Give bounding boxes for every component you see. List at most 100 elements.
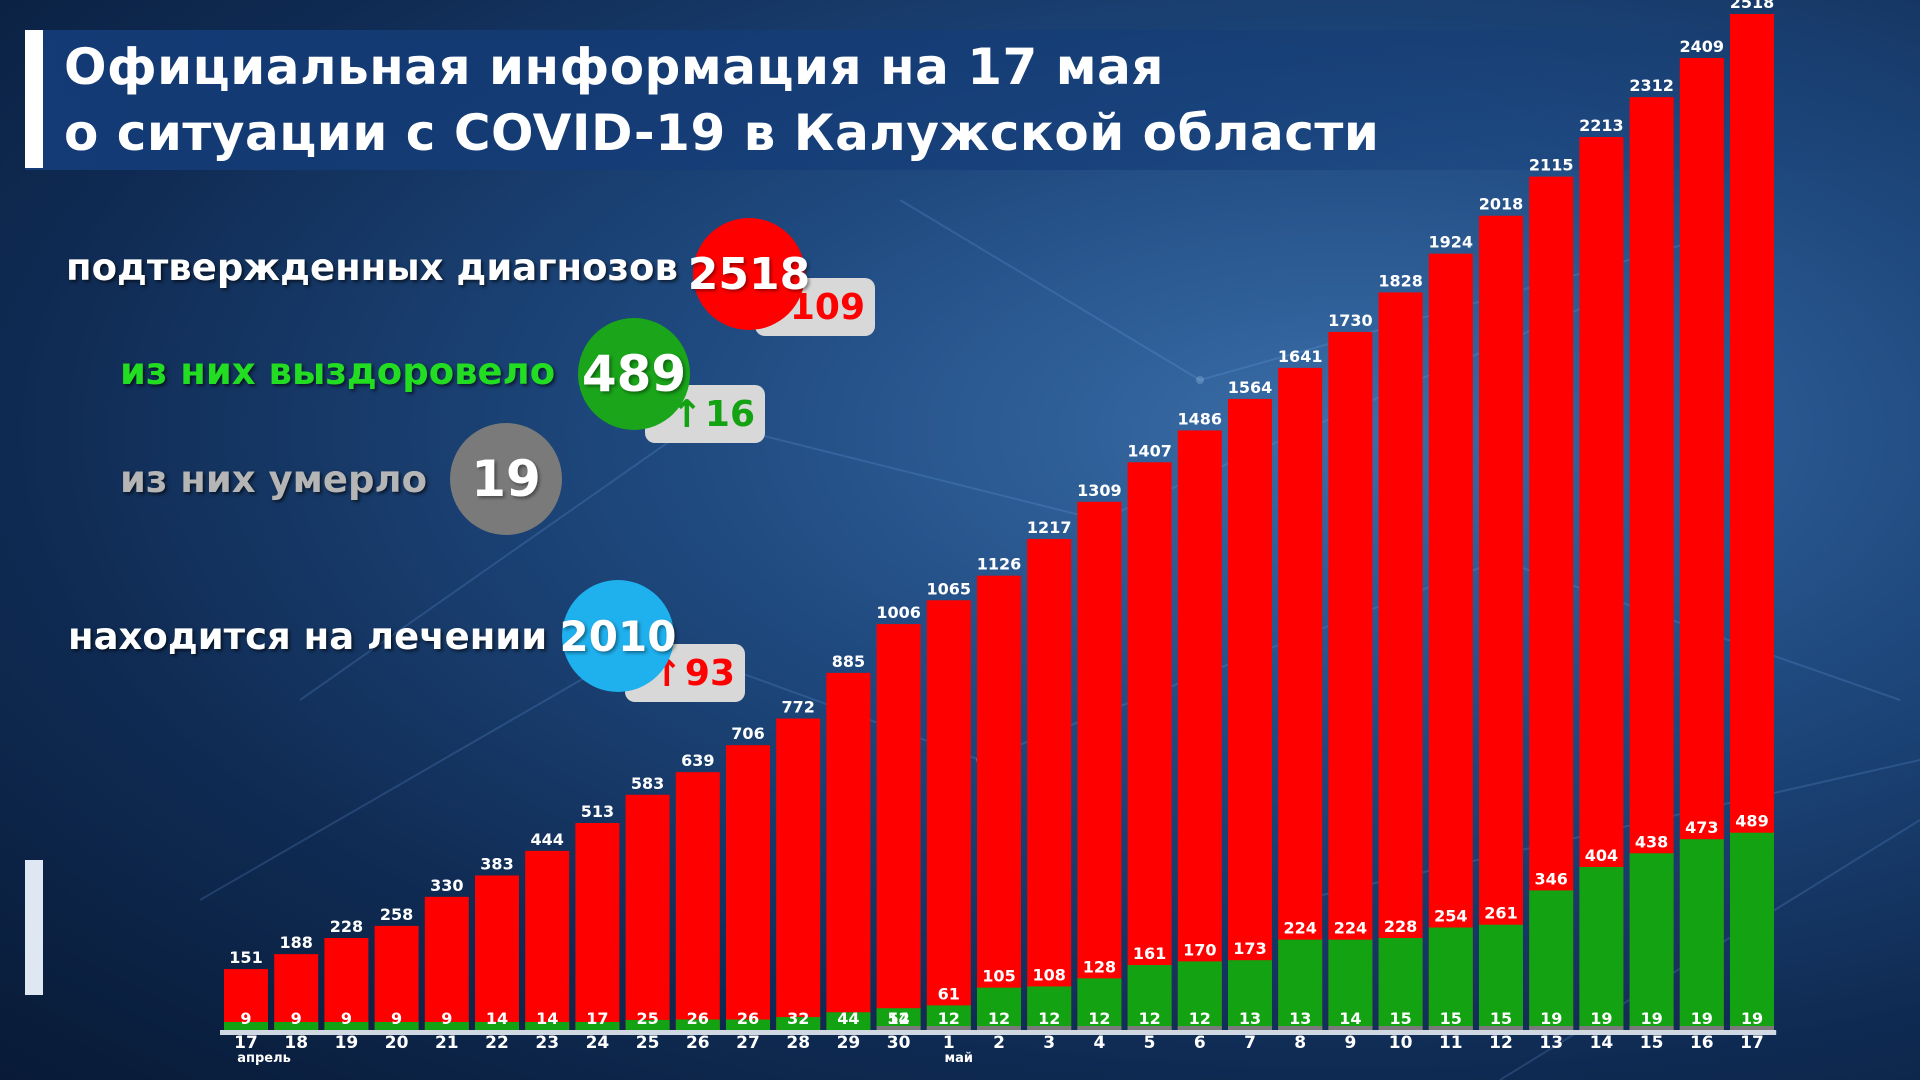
bar-died [1479, 1026, 1523, 1030]
label-died: 12 [938, 1009, 960, 1028]
label-recovered: 224 [1334, 919, 1367, 938]
bar-recovered [1077, 978, 1122, 1030]
label-recovered: 9 [341, 1009, 352, 1028]
x-tick-label: 8 [1294, 1033, 1306, 1053]
died-circle: 19 [450, 423, 562, 535]
bar-confirmed [1479, 215, 1523, 1030]
left-accent-bar [25, 860, 43, 995]
x-tick-label: 19 [335, 1033, 359, 1053]
bar-confirmed [1328, 331, 1373, 1030]
bar-recovered [274, 1022, 319, 1030]
x-tick-label: 14 [1590, 1033, 1614, 1053]
bar-died [1278, 1026, 1323, 1030]
bar-confirmed [374, 925, 419, 1030]
label-recovered: 128 [1083, 957, 1116, 976]
label-recovered: 438 [1635, 832, 1668, 851]
label-recovered: 105 [982, 967, 1015, 986]
x-tick-label: 2 [993, 1033, 1005, 1053]
label-confirmed: 1217 [1027, 518, 1072, 537]
label-confirmed: 706 [731, 724, 764, 743]
label-died: 19 [1741, 1009, 1763, 1028]
label-died: 15 [1389, 1009, 1411, 1028]
bar-confirmed [977, 575, 1021, 1030]
bar-confirmed [224, 969, 268, 1030]
bar-recovered [826, 1012, 871, 1030]
label-confirmed: 2409 [1680, 37, 1725, 56]
label-died: 12 [1189, 1009, 1211, 1028]
x-tick-label: 7 [1244, 1033, 1256, 1053]
bar-died [1428, 1026, 1473, 1030]
died-label: из них умерло [120, 458, 428, 501]
x-tick-label: 22 [485, 1033, 509, 1053]
label-confirmed: 1730 [1328, 311, 1373, 330]
x-tick-label: 11 [1439, 1033, 1463, 1053]
x-axis-line [220, 1030, 1777, 1035]
label-confirmed: 228 [330, 917, 363, 936]
bar-died [1027, 1026, 1072, 1030]
label-recovered: 404 [1585, 846, 1618, 865]
label-confirmed: 151 [229, 948, 262, 967]
bar-recovered [1529, 890, 1574, 1030]
label-died: 19 [1590, 1009, 1612, 1028]
bar-recovered [1328, 939, 1373, 1030]
label-confirmed: 1641 [1278, 347, 1323, 366]
bar-recovered [1730, 832, 1774, 1030]
bar-recovered [1177, 961, 1222, 1030]
x-tick-label: 20 [385, 1033, 409, 1053]
bar-recovered [1679, 839, 1724, 1030]
bar-recovered [424, 1022, 469, 1030]
label-died: 14 [1339, 1009, 1361, 1028]
bar-recovered [1428, 927, 1473, 1030]
label-died: 15 [1490, 1009, 1512, 1028]
label-recovered: 108 [1032, 965, 1065, 984]
label-recovered: 17 [586, 1009, 608, 1028]
label-died: 12 [887, 1009, 909, 1028]
label-recovered: 54 [887, 1009, 909, 1028]
label-died: 15 [1440, 1009, 1462, 1028]
treatment-label: находится на лечении [68, 615, 548, 658]
bar-died [1077, 1026, 1122, 1030]
label-confirmed: 188 [279, 933, 312, 952]
label-recovered: 346 [1534, 869, 1567, 888]
bar-recovered [525, 1022, 570, 1030]
bar-confirmed [475, 875, 519, 1030]
x-tick-label: 10 [1389, 1033, 1413, 1053]
bar-died [977, 1026, 1021, 1030]
treatment-delta: ↑ 93 [625, 644, 745, 702]
x-tick-label: 16 [1690, 1033, 1714, 1053]
recovered-label: из них выздоровело [120, 350, 556, 393]
bar-recovered [1127, 965, 1172, 1030]
recovered-circle: 489 [578, 318, 690, 430]
label-died: 12 [988, 1009, 1010, 1028]
x-tick-label: 4 [1093, 1033, 1105, 1053]
bar-recovered [726, 1019, 770, 1030]
x-tick-label: 17 [1740, 1033, 1764, 1053]
label-recovered: 32 [787, 1009, 809, 1028]
x-tick-label: 23 [535, 1033, 559, 1053]
bar-confirmed [525, 850, 570, 1030]
bar-confirmed [726, 745, 770, 1030]
bar-recovered [625, 1019, 670, 1030]
x-tick-label: 1 [943, 1033, 955, 1053]
label-recovered: 25 [636, 1009, 658, 1028]
treatment-circle: 2010 [560, 580, 676, 692]
label-recovered: 254 [1434, 907, 1467, 926]
x-tick-label: 21 [435, 1033, 459, 1053]
bar-died [1579, 1026, 1624, 1030]
bar-confirmed [776, 718, 821, 1030]
bar-recovered [1579, 866, 1624, 1030]
bar-confirmed [1228, 398, 1272, 1030]
label-confirmed: 1564 [1228, 378, 1273, 397]
bar-died [1529, 1026, 1574, 1030]
bar-died [876, 1026, 921, 1030]
bar-confirmed [1027, 538, 1072, 1030]
bar-confirmed [324, 938, 369, 1030]
label-confirmed: 2213 [1579, 116, 1624, 135]
label-confirmed: 1924 [1429, 233, 1474, 252]
x-tick-label: 26 [686, 1033, 710, 1053]
x-tick-label: 17 [234, 1033, 258, 1053]
label-confirmed: 2115 [1529, 156, 1574, 175]
label-recovered: 489 [1735, 812, 1768, 831]
bar-confirmed [1378, 292, 1423, 1030]
confirmed-label: подтвержденных диагнозов [66, 246, 678, 289]
